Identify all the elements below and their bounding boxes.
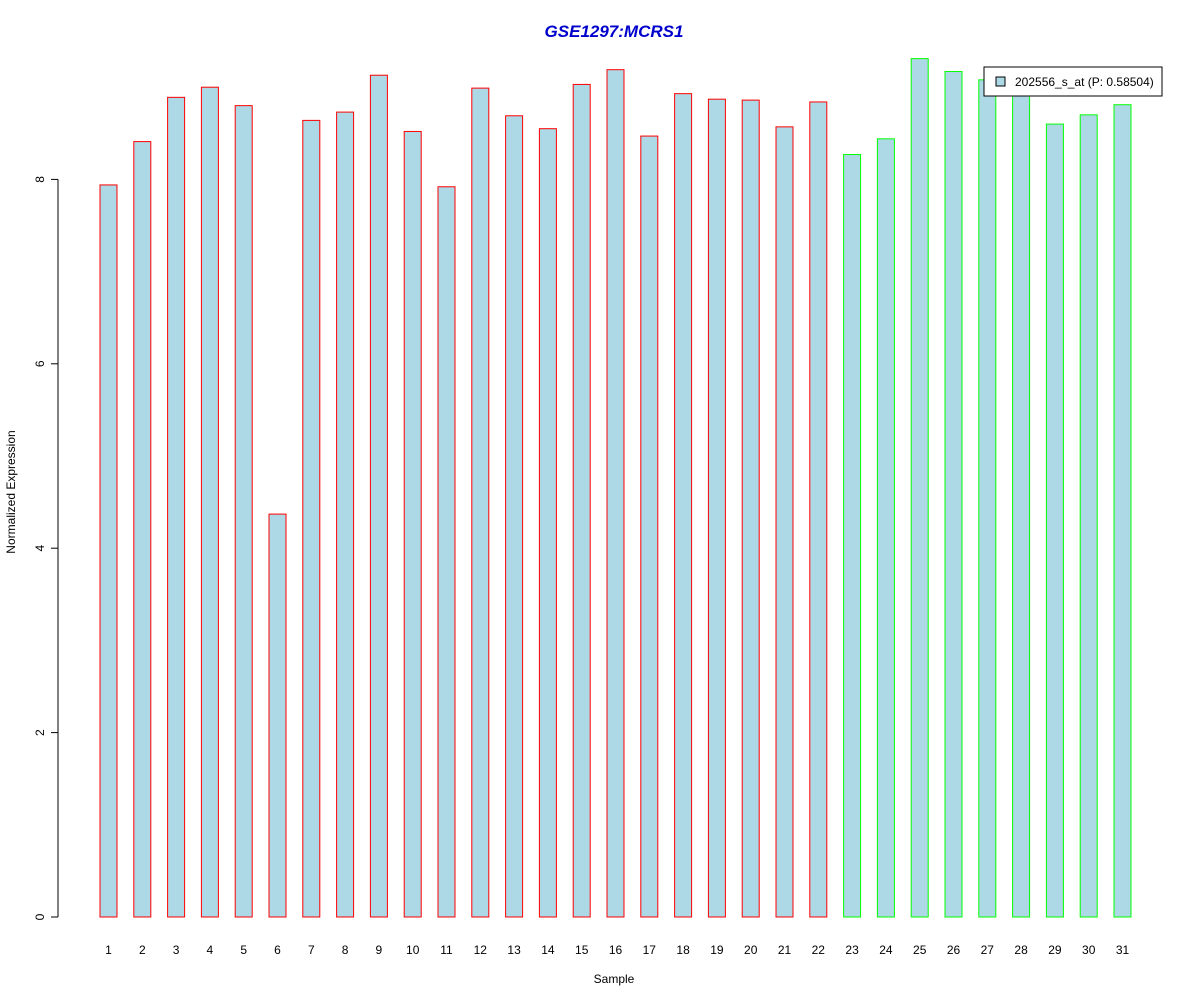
x-tick-label: 10 [406, 943, 420, 957]
bar [505, 115, 524, 918]
x-tick-label: 5 [240, 943, 247, 957]
bar [471, 87, 490, 918]
bar [707, 98, 726, 918]
bar [369, 74, 388, 918]
y-tick-label: 2 [33, 729, 47, 736]
legend-box [983, 66, 1163, 97]
x-tick-label: 6 [274, 943, 281, 957]
bar [944, 71, 963, 918]
x-tick-label: 21 [778, 943, 792, 957]
bar [437, 186, 456, 918]
bar [1045, 123, 1064, 918]
bar [606, 69, 625, 918]
bar [167, 96, 186, 918]
x-tick-label: 31 [1116, 943, 1130, 957]
y-axis-title: Normalized Expression [4, 430, 18, 553]
bar [133, 141, 152, 918]
bar [336, 111, 355, 918]
bar [876, 138, 895, 918]
x-tick-label: 11 [440, 943, 453, 957]
x-tick-label: 18 [676, 943, 690, 957]
bar [200, 86, 219, 918]
x-tick-label: 12 [474, 943, 488, 957]
x-tick-label: 20 [744, 943, 758, 957]
x-tick-label: 9 [376, 943, 383, 957]
x-axis-labels: 1 2 3 4 5 6 7 8 9 10 11 12 13 14 15 16 17 18 19 20 21 22 23 24 2… [105, 943, 1129, 957]
bar [268, 513, 287, 918]
x-tick-label: 30 [1082, 943, 1096, 957]
bar [775, 126, 794, 918]
bar [403, 130, 422, 918]
x-tick-label: 24 [879, 943, 893, 957]
x-tick-label: 17 [643, 943, 657, 957]
bar [1113, 104, 1132, 918]
x-tick-label: 23 [845, 943, 859, 957]
bar [99, 184, 118, 918]
x-tick-label: 8 [342, 943, 349, 957]
legend: 202556_s_at (P: 0.58504) [983, 66, 1163, 97]
bar [234, 105, 253, 918]
x-tick-label: 19 [710, 943, 724, 957]
y-tick-label: 0 [33, 913, 47, 920]
y-tick-label: 6 [33, 360, 47, 367]
x-tick-label: 27 [981, 943, 995, 957]
bar [538, 128, 557, 918]
x-tick-label: 29 [1048, 943, 1062, 957]
bar-series [99, 58, 1132, 918]
x-tick-label: 22 [812, 943, 826, 957]
x-tick-label: 28 [1014, 943, 1028, 957]
bar [843, 154, 862, 918]
legend-label: 202556_s_at (P: 0.58504) [1015, 75, 1154, 89]
bar [809, 101, 828, 918]
x-tick-label: 3 [173, 943, 180, 957]
chart-title: GSE1297:MCRS1 [545, 22, 684, 41]
y-tick-label: 4 [33, 545, 47, 552]
legend-swatch [995, 76, 1006, 87]
x-tick-label: 26 [947, 943, 961, 957]
x-axis-title: Sample [594, 972, 635, 986]
x-tick-label: 1 [105, 943, 112, 957]
x-tick-label: 4 [207, 943, 214, 957]
bar [640, 135, 659, 918]
x-tick-label: 15 [575, 943, 589, 957]
bar [741, 99, 760, 918]
bar [910, 58, 929, 918]
x-tick-label: 25 [913, 943, 927, 957]
bar [302, 119, 321, 918]
x-tick-label: 7 [308, 943, 315, 957]
x-tick-label: 14 [541, 943, 555, 957]
x-tick-label: 16 [609, 943, 623, 957]
y-tick-label: 8 [33, 176, 47, 183]
x-tick-label: 13 [507, 943, 521, 957]
x-tick-label: 2 [139, 943, 146, 957]
bar [1012, 92, 1031, 918]
bar [674, 93, 693, 918]
bar [978, 79, 997, 918]
bar [1079, 114, 1098, 918]
y-axis: 0 2 4 6 8 [33, 176, 59, 920]
bar [572, 83, 591, 918]
